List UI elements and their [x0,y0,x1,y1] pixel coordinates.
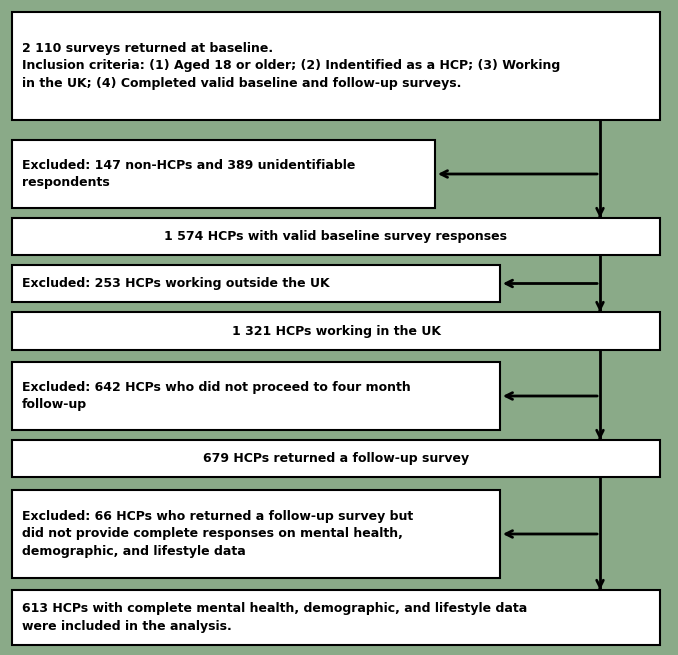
Text: Excluded: 253 HCPs working outside the UK: Excluded: 253 HCPs working outside the U… [22,277,330,290]
Text: 679 HCPs returned a follow-up survey: 679 HCPs returned a follow-up survey [203,452,469,465]
Text: Excluded: 147 non-HCPs and 389 unidentifiable
respondents: Excluded: 147 non-HCPs and 389 unidentif… [22,159,355,189]
Text: Excluded: 642 HCPs who did not proceed to four month
follow-up: Excluded: 642 HCPs who did not proceed t… [22,381,411,411]
Text: 1 321 HCPs working in the UK: 1 321 HCPs working in the UK [231,324,441,337]
FancyBboxPatch shape [12,12,660,120]
FancyBboxPatch shape [12,218,660,255]
Text: 2 110 surveys returned at baseline.
Inclusion criteria: (1) Aged 18 or older; (2: 2 110 surveys returned at baseline. Incl… [22,42,560,90]
FancyBboxPatch shape [12,440,660,477]
FancyBboxPatch shape [12,590,660,645]
Text: 1 574 HCPs with valid baseline survey responses: 1 574 HCPs with valid baseline survey re… [165,230,508,243]
FancyBboxPatch shape [12,362,500,430]
Text: 613 HCPs with complete mental health, demographic, and lifestyle data
were inclu: 613 HCPs with complete mental health, de… [22,602,527,633]
FancyBboxPatch shape [12,140,435,208]
FancyBboxPatch shape [12,265,500,302]
Text: Excluded: 66 HCPs who returned a follow-up survey but
did not provide complete r: Excluded: 66 HCPs who returned a follow-… [22,510,414,558]
FancyBboxPatch shape [12,312,660,350]
FancyBboxPatch shape [12,490,500,578]
